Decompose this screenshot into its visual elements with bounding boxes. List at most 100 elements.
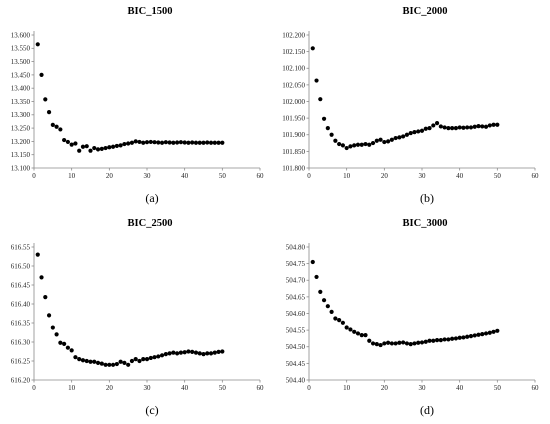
chart-c-point [159, 353, 165, 358]
chart-d-point [465, 334, 470, 339]
chart-c-caption: (c) [145, 403, 158, 417]
chart-a-x-tick-label: 10 [68, 172, 76, 180]
chart-a-point [201, 140, 206, 145]
chart-c-y-tick-label: 616.45 [11, 281, 31, 289]
chart-c-point [92, 359, 97, 364]
chart-a-point [126, 141, 131, 146]
chart-a-point [65, 139, 70, 145]
chart-a-point [156, 140, 161, 145]
chart-b-x-tick-label: 0 [307, 172, 311, 180]
chart-a-x-tick-label: 20 [106, 172, 114, 180]
chart-b-point [344, 145, 349, 151]
chart-b-point [472, 124, 477, 129]
chart-a-point [216, 140, 221, 145]
chart-a-y-tick-label: 13.150 [11, 151, 31, 159]
chart-d-point [329, 309, 334, 314]
chart-a-y-tick-label: 13.100 [11, 164, 31, 172]
chart-d-point [321, 298, 327, 303]
chart-a-point [129, 140, 135, 145]
chart-d-point [374, 341, 379, 347]
chart-a-point [178, 140, 183, 145]
chart-d-point [495, 328, 500, 333]
chart-d-point [476, 332, 481, 337]
chart-c-point [77, 357, 82, 362]
chart-c-x-tick-label: 0 [32, 384, 36, 392]
chart-c-point [205, 351, 210, 356]
chart-b-point [333, 138, 338, 143]
chart-a-point [58, 127, 63, 132]
chart-b-point [416, 129, 421, 134]
chart-b-point [374, 138, 379, 143]
chart-b-point [337, 141, 342, 147]
chart-d-point [370, 341, 376, 346]
chart-d-point [434, 338, 440, 343]
chart-panel-c: BIC_2500 616.20 616.25 616.30 616.35 616.40 61… [0, 212, 275, 424]
chart-a-x-tick-label: 0 [32, 172, 36, 180]
chart-a-point [152, 140, 157, 145]
chart-d-point [314, 274, 319, 280]
chart-d-point [352, 329, 357, 334]
chart-d-point [367, 338, 372, 343]
chart-b-point [382, 139, 387, 145]
chart-d-point [344, 325, 349, 330]
chart-c-point [178, 350, 183, 355]
chart-a-point [197, 140, 202, 145]
chart-a-point [107, 145, 112, 150]
chart-a-title: BIC_1500 [128, 6, 173, 17]
chart-a-y-tick-label: 13.550 [11, 45, 31, 53]
chart-c-point [193, 350, 199, 355]
chart-b-point [434, 121, 440, 126]
chart-a-point [95, 147, 101, 152]
chart-a-point [144, 140, 150, 145]
chart-b-point [318, 97, 323, 102]
chart-c-x-tick-label: 10 [68, 384, 76, 392]
chart-b-y-tick-label: 102.000 [282, 98, 305, 106]
chart-d-y-tick-label: 504.65 [286, 293, 306, 301]
chart-b-x-tick-label: 50 [494, 172, 502, 180]
chart-d-x-tick-label: 10 [343, 384, 351, 392]
chart-d-point [386, 340, 391, 345]
chart-a-point [73, 141, 78, 146]
chart-d-point [310, 259, 315, 265]
chart-b-point [423, 126, 428, 131]
chart-a-point [62, 137, 67, 143]
chart-c-y-tick-label: 616.55 [11, 243, 31, 251]
chart-b-x-tick-label: 60 [532, 172, 540, 180]
chart-b-point [363, 141, 368, 147]
chart-c-point [50, 325, 55, 330]
chart-d-x-tick-label: 50 [494, 384, 502, 392]
chart-c-y-tick-label: 616.20 [11, 376, 31, 384]
chart-a-point [50, 122, 55, 128]
chart-a-point [80, 144, 86, 149]
chart-b-point [457, 125, 462, 130]
chart-c-y-tick-label: 616.25 [11, 357, 31, 365]
chart-a-point [193, 140, 199, 145]
chart-c-y-tick-label: 616.30 [11, 338, 31, 346]
chart-a-y-tick-label: 13.250 [11, 125, 31, 133]
chart-c-x-tick-label: 60 [257, 384, 265, 392]
chart-a-point [163, 140, 168, 145]
chart-c-point [129, 358, 135, 364]
chart-c-point [84, 358, 89, 364]
chart-b-point [487, 123, 492, 128]
chart-b-point [359, 142, 364, 147]
chart-c-point [46, 313, 52, 318]
chart-a-point [103, 145, 108, 151]
chart-b-point [378, 137, 383, 142]
chart-d-title: BIC_3000 [403, 218, 448, 229]
chart-b-point [404, 132, 410, 137]
chart-c-x-tick-label: 50 [219, 384, 227, 392]
chart-d-point [457, 335, 462, 340]
chart-a-point [69, 142, 74, 147]
chart-d-point [450, 336, 455, 341]
chart-a-point [46, 110, 52, 115]
chart-d-point [472, 333, 477, 338]
chart-a-point [137, 139, 142, 145]
chart-b-point [442, 125, 447, 130]
chart-d-y-tick-label: 504.75 [286, 260, 306, 268]
chart-d-point [416, 340, 421, 345]
chart-a-point [175, 140, 180, 145]
chart-b-point [461, 125, 466, 130]
chart-a-point [39, 72, 44, 77]
chart-b-y-tick-label: 102.050 [282, 81, 305, 89]
